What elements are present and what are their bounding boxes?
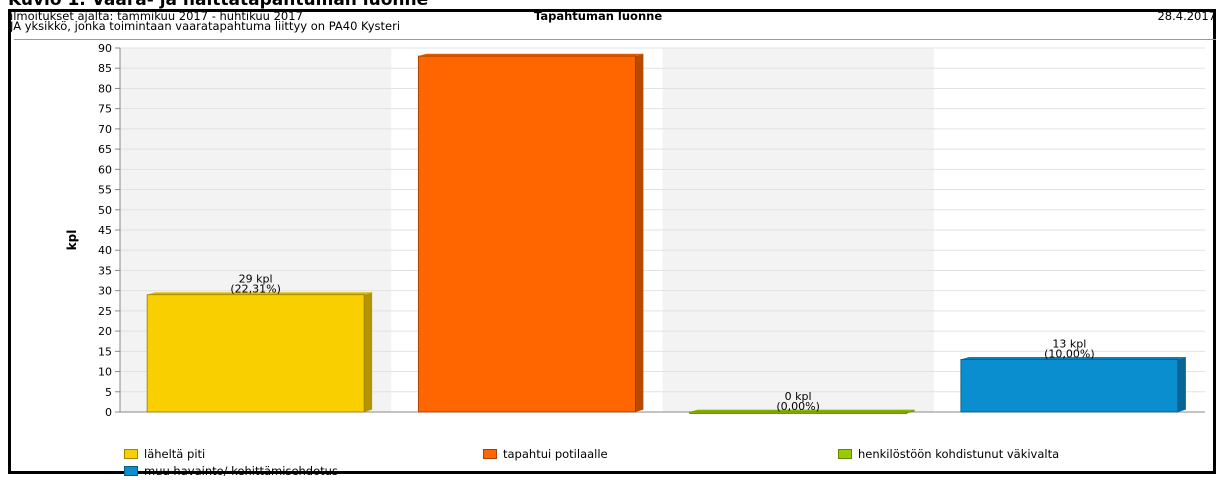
unit-line: JA yksikkö, jonka toimintaan vaaratapaht…	[10, 19, 401, 33]
legend-swatch	[124, 449, 138, 459]
bar-top	[147, 292, 373, 295]
bar-side	[364, 292, 373, 412]
y-tick-label: 35	[98, 264, 112, 277]
report-date: 28.4.2017	[1157, 9, 1216, 23]
chart-title: Tapahtuman luonne	[534, 9, 663, 23]
bar-top	[960, 357, 1186, 360]
bar-side	[1177, 357, 1186, 412]
bar	[146, 294, 365, 413]
legend-item-vakivalta: henkilöstöön kohdistunut väkivalta	[838, 447, 1059, 461]
bar	[960, 359, 1179, 413]
y-tick-label: 90	[98, 42, 112, 55]
data-label-count: 13 kpl	[1052, 337, 1086, 350]
legend-item-tapahtui-potilaalle: tapahtui potilaalle	[483, 447, 608, 461]
legend-swatch	[483, 449, 497, 459]
data-label-percent: (0,00%)	[776, 400, 820, 413]
y-tick-label: 30	[98, 285, 112, 298]
y-tick-label: 80	[98, 82, 112, 95]
legend-label: henkilöstöön kohdistunut väkivalta	[858, 447, 1060, 461]
legend-item-laheltapiti: läheltä piti	[124, 447, 205, 461]
y-tick-label: 10	[98, 366, 112, 379]
bar-side	[906, 409, 915, 414]
legend-item-muu-havainto: muu havainto/ kehittämisehdotus	[124, 464, 338, 478]
period-line: ilmoitukset ajalta: tammikuu 2017 - huht…	[10, 9, 303, 23]
bar	[417, 55, 636, 413]
y-tick-label: 15	[98, 345, 112, 358]
y-tick-label: 45	[98, 224, 112, 237]
y-axis-label: kpl	[65, 230, 79, 251]
data-label-count: 0 kpl	[785, 390, 812, 403]
y-tick-label: 0	[105, 406, 112, 419]
figure-caption: Kuvio 1. Vaara- ja haittatapahtuman luon…	[8, 0, 429, 10]
data-label-percent: (22,31%)	[230, 283, 281, 296]
bar-top	[689, 409, 915, 412]
y-tick-label: 75	[98, 103, 112, 116]
legend-label: läheltä piti	[144, 447, 206, 461]
y-tick-label: 50	[98, 204, 112, 217]
legend-label: muu havainto/ kehittämisehdotus	[144, 464, 338, 478]
data-label-percent: (10,00%)	[1044, 347, 1095, 360]
bar	[689, 411, 908, 414]
y-tick-label: 40	[98, 244, 112, 257]
bar-side	[635, 53, 644, 412]
data-label-count: 29 kpl	[239, 273, 273, 286]
bar-top	[418, 53, 644, 57]
y-tick-label: 85	[98, 62, 112, 75]
y-tick-label: 25	[98, 305, 112, 318]
y-tick-label: 65	[98, 143, 112, 156]
legend-swatch	[838, 449, 852, 459]
y-tick-label: 60	[98, 163, 112, 176]
y-tick-label: 20	[98, 325, 112, 338]
legend-swatch	[124, 466, 138, 476]
header-divider	[14, 39, 1216, 40]
y-tick-label: 70	[98, 123, 112, 136]
legend-label: tapahtui potilaalle	[503, 447, 608, 461]
y-tick-label: 55	[98, 184, 112, 197]
y-tick-label: 5	[105, 386, 112, 399]
